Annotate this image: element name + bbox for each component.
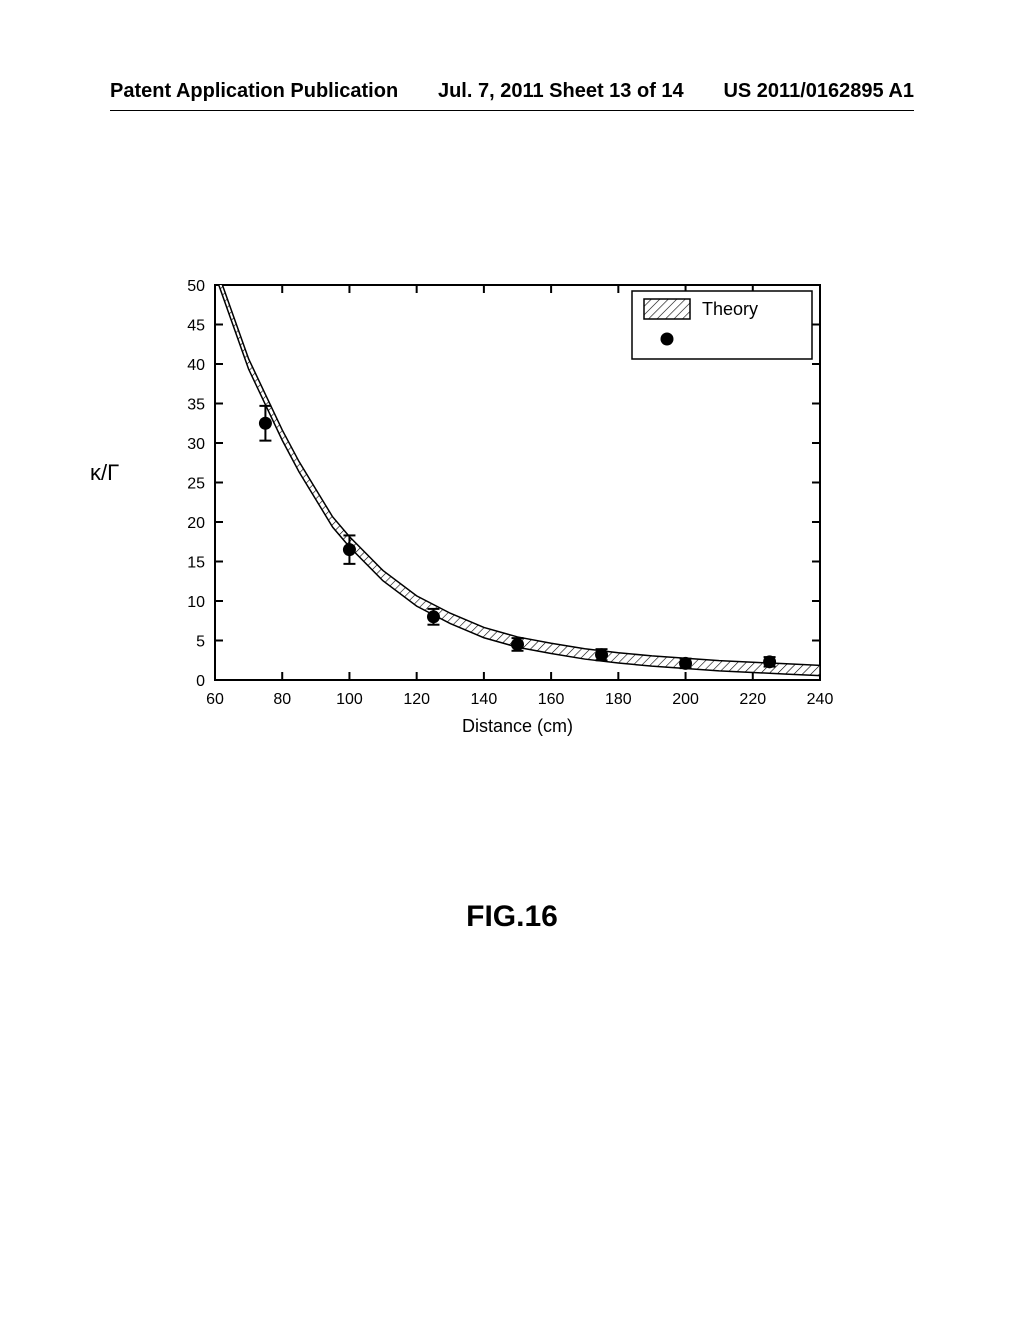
page-header: Patent Application Publication Jul. 7, 2… — [110, 80, 914, 103]
x-tick-label: 220 — [739, 691, 766, 708]
header-left: Patent Application Publication — [110, 80, 398, 103]
legend-data-marker — [661, 333, 674, 346]
x-tick-label: 140 — [471, 691, 498, 708]
x-tick-label: 80 — [273, 691, 291, 708]
data-points-group — [259, 406, 776, 670]
data-point — [427, 610, 440, 623]
chart-svg: 60 80 100 120 140 160 180 200 220 240 0 5 10 15 20 25 30… — [120, 270, 840, 750]
data-point — [511, 638, 524, 651]
y-tick-label: 0 — [196, 673, 205, 690]
page: Patent Application Publication Jul. 7, 2… — [0, 0, 1024, 1320]
x-axis-label: Distance (cm) — [462, 716, 573, 736]
y-axis-label: κ/Γ — [90, 460, 119, 486]
header-rule — [110, 110, 914, 111]
data-point — [679, 657, 692, 670]
x-tick-label: 100 — [336, 691, 363, 708]
y-tick-label: 35 — [187, 397, 205, 414]
header-center: Jul. 7, 2011 Sheet 13 of 14 — [438, 80, 684, 103]
legend-theory-label: Theory — [702, 299, 758, 319]
chart-container: κ/Γ 608010012014016018020022024005101520… — [120, 270, 840, 750]
y-tick-label: 40 — [187, 357, 205, 374]
y-tick-label: 10 — [187, 594, 205, 611]
data-point — [259, 417, 272, 430]
x-tick-label: 160 — [538, 691, 565, 708]
x-tick-label: 240 — [807, 691, 834, 708]
y-tick-label: 15 — [187, 555, 205, 572]
x-tick-label: 180 — [605, 691, 632, 708]
y-tick-label: 20 — [187, 515, 205, 532]
data-point — [595, 648, 608, 661]
legend-theory-swatch — [644, 299, 690, 319]
figure-caption: FIG.16 — [0, 900, 1024, 934]
data-point — [343, 543, 356, 556]
y-tick-label: 30 — [187, 436, 205, 453]
x-tick-label: 60 — [206, 691, 224, 708]
y-tick-label: 45 — [187, 318, 205, 335]
x-tick-label: 120 — [403, 691, 430, 708]
y-tick-label: 5 — [196, 634, 205, 651]
y-tick-label: 25 — [187, 476, 205, 493]
x-tick-label: 200 — [672, 691, 699, 708]
y-tick-label: 50 — [187, 278, 205, 295]
data-point — [763, 655, 776, 668]
header-right: US 2011/0162895 A1 — [723, 80, 914, 103]
